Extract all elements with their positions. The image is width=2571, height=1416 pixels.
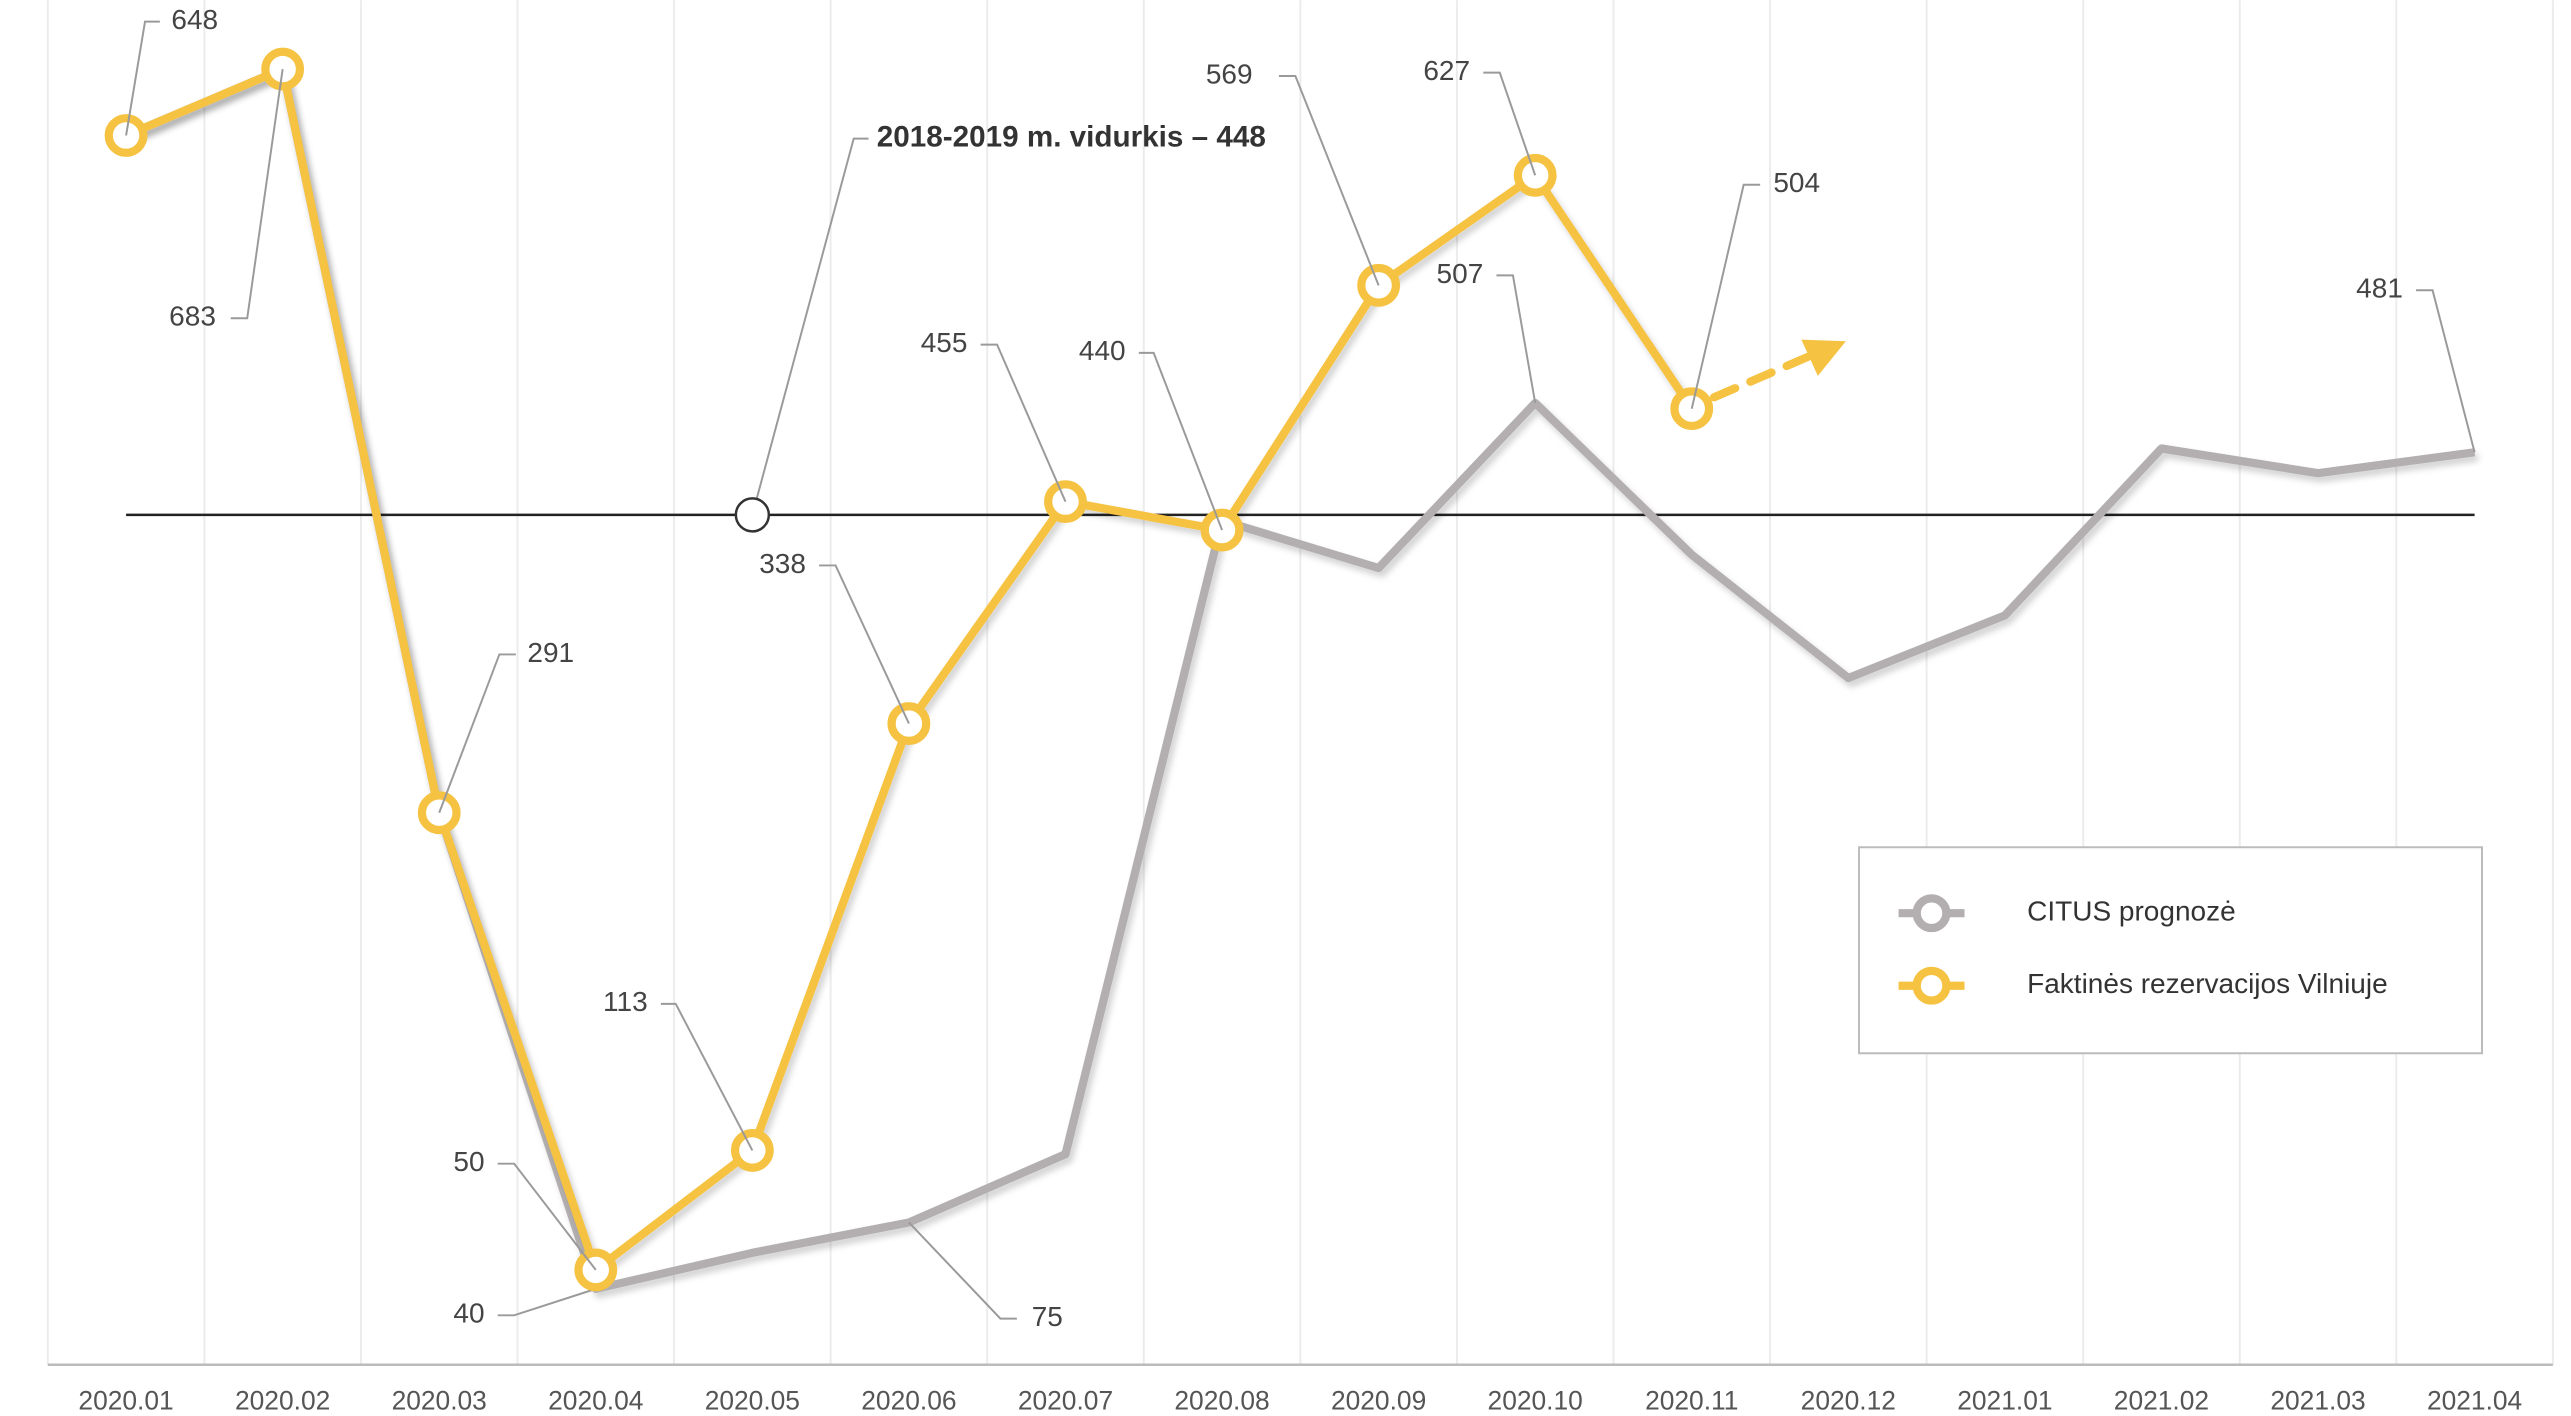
trend-arrow bbox=[1709, 352, 1814, 402]
label-leader bbox=[1138, 351, 1223, 531]
reference-leader bbox=[751, 137, 869, 516]
data-label: 648 bbox=[171, 4, 218, 35]
legend-label: CITUS prognozė bbox=[2027, 896, 2236, 927]
x-tick-label: 2021.04 bbox=[2427, 1386, 2522, 1416]
x-tick-label: 2020.08 bbox=[1174, 1386, 1269, 1416]
data-label: 627 bbox=[1423, 55, 1470, 86]
x-tick-label: 2020.05 bbox=[705, 1386, 800, 1416]
label-leader bbox=[1483, 71, 1537, 176]
legend-marker bbox=[1912, 894, 1951, 933]
x-tick-label: 2021.02 bbox=[2114, 1386, 2209, 1416]
label-leader bbox=[125, 20, 160, 136]
data-label: 75 bbox=[1032, 1301, 1063, 1332]
label-leader bbox=[1690, 183, 1761, 409]
x-tick-label: 2020.07 bbox=[1018, 1386, 1113, 1416]
x-tick-label: 2020.04 bbox=[548, 1386, 643, 1416]
x-tick-label: 2020.03 bbox=[392, 1386, 487, 1416]
label-leader bbox=[908, 1221, 1017, 1320]
point-marker bbox=[1670, 387, 1714, 431]
x-tick-label: 2021.03 bbox=[2270, 1386, 2365, 1416]
data-label: 569 bbox=[1206, 58, 1253, 89]
label-leader bbox=[497, 1287, 597, 1317]
x-tick-label: 2021.01 bbox=[1957, 1386, 2052, 1416]
data-label: 338 bbox=[759, 548, 806, 579]
point-marker bbox=[730, 1128, 774, 1172]
legend-marker bbox=[1912, 966, 1951, 1005]
data-label: 504 bbox=[1773, 167, 1820, 198]
label-leader bbox=[1496, 274, 1537, 404]
data-label: 507 bbox=[1437, 258, 1484, 289]
data-label: 683 bbox=[169, 301, 216, 332]
grid bbox=[46, 0, 2554, 1366]
x-tick-label: 2020.02 bbox=[235, 1386, 330, 1416]
label-leader bbox=[660, 1002, 754, 1151]
label-leader bbox=[980, 343, 1067, 503]
x-tick-label: 2020.06 bbox=[861, 1386, 956, 1416]
trend-arrow-head bbox=[1801, 339, 1846, 376]
x-tick-label: 2020.10 bbox=[1488, 1386, 1583, 1416]
label-leader bbox=[2416, 289, 2476, 453]
x-tick-label: 2020.01 bbox=[78, 1386, 173, 1416]
plot bbox=[104, 20, 2476, 1320]
label-leader bbox=[438, 653, 516, 814]
reference-label: 2018-2019 m. vidurkis – 448 bbox=[877, 120, 1266, 153]
data-label: 50 bbox=[453, 1146, 484, 1177]
label-leader bbox=[1278, 74, 1380, 286]
label-leader bbox=[819, 564, 910, 724]
data-label: 40 bbox=[453, 1298, 484, 1329]
legend-box bbox=[1858, 846, 2483, 1055]
data-label: 113 bbox=[603, 986, 648, 1017]
data-label: 455 bbox=[921, 327, 968, 358]
data-label: 440 bbox=[1079, 335, 1126, 366]
reference-marker bbox=[734, 497, 771, 533]
legend-label: Faktinės rezervacijos Vilniuje bbox=[2027, 968, 2388, 999]
data-label: 481 bbox=[2356, 273, 2403, 304]
x-tick-label: 2020.12 bbox=[1801, 1386, 1896, 1416]
label-leader bbox=[230, 68, 284, 320]
x-tick-label: 2020.11 bbox=[1645, 1386, 1738, 1416]
x-tick-label: 2020.09 bbox=[1331, 1386, 1426, 1416]
label-leader bbox=[497, 1162, 597, 1271]
data-label: 291 bbox=[527, 637, 574, 668]
